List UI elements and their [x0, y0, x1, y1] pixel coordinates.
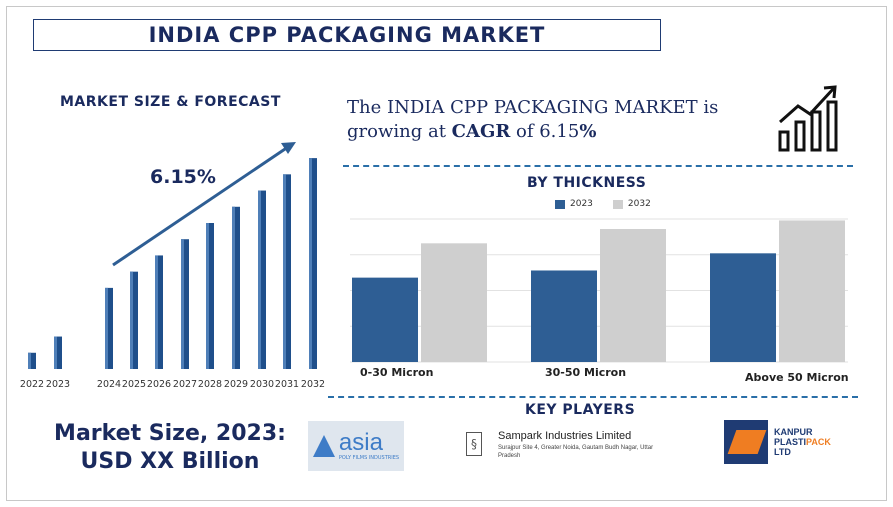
forecast-tick-2030: 2030 — [250, 379, 274, 390]
page-title: INDIA CPP PACKAGING MARKET — [148, 23, 546, 47]
forecast-bar-highlight-2026 — [155, 255, 158, 369]
trend-arrow-head — [281, 142, 296, 154]
legend: 2023 2032 — [555, 199, 671, 209]
kanpur-line2b: PACK — [806, 437, 831, 447]
thickness-bar-2032-1 — [600, 229, 666, 362]
kanpur-line2a: PLASTI — [774, 437, 807, 447]
kanpur-emblem-icon — [724, 420, 768, 464]
forecast-bar-highlight-2030 — [258, 190, 261, 369]
sampark-address: Surajpur Site 4, Greater Noida, Gautam B… — [498, 445, 654, 459]
outer-frame — [6, 6, 887, 501]
forecast-bar-2026 — [155, 255, 163, 369]
title-box: INDIA CPP PACKAGING MARKET — [33, 19, 661, 51]
trend-arrow-line — [112, 145, 289, 267]
forecast-bar-2023 — [54, 336, 62, 369]
forecast-bar-highlight-2028 — [206, 223, 209, 369]
growth-chart-icon — [778, 85, 838, 152]
forecast-bar-highlight-2027 — [181, 239, 184, 369]
kanpur-plastipack-logo: KANPUR PLASTIPACK LTD — [724, 420, 831, 464]
headline-middle: of 6.15 — [510, 121, 580, 142]
thickness-bar-2032-2 — [779, 220, 845, 362]
forecast-tick-2027: 2027 — [173, 379, 197, 390]
forecast-bar-highlight-2024 — [105, 287, 108, 369]
sampark-name: Sampark Industries Limited — [498, 430, 632, 442]
forecast-tick-2032: 2032 — [301, 379, 325, 390]
legend-swatch-2023 — [555, 199, 565, 209]
forecast-tick-2028: 2028 — [198, 379, 222, 390]
forecast-tick-2022: 2022 — [20, 379, 44, 390]
forecast-bar-2031 — [283, 174, 291, 369]
legend-label-2032: 2032 — [627, 199, 651, 209]
forecast-bar-highlight-2022 — [28, 352, 31, 369]
forecast-bar-2024 — [105, 287, 113, 369]
thickness-bar-2023-0 — [352, 277, 418, 362]
legend-swatch-2032 — [612, 199, 623, 209]
asia-logo-sub: POLY FILMS INDUSTRIES — [338, 455, 400, 461]
thickness-bar-2023-1 — [531, 270, 597, 362]
market-size-line1: Market Size, 2023: — [54, 421, 286, 446]
forecast-bar-2022 — [28, 352, 36, 369]
forecast-bar-2027 — [181, 239, 189, 369]
cagr-annotation: 6.15% — [150, 166, 216, 188]
market-size-box: Market Size, 2023: USD XX Billion — [30, 420, 310, 476]
forecast-bar-2025 — [130, 271, 138, 369]
asia-triangle-icon — [312, 435, 335, 457]
forecast-bar-2030 — [258, 190, 266, 369]
sampark-emblem-icon: § — [466, 432, 482, 456]
forecast-tick-2023: 2023 — [46, 379, 70, 390]
forecast-tick-2025: 2025 — [122, 379, 146, 390]
forecast-tick-2029: 2029 — [224, 379, 248, 390]
thickness-bar-2023-2 — [710, 253, 776, 362]
sampark-logo: § Sampark Industries Limited Surajpur Si… — [466, 430, 668, 460]
kanpur-line1: KANPUR — [774, 427, 813, 437]
thickness-tick-1: 30-50 Micron — [545, 366, 626, 379]
legend-item-2023: 2023 — [555, 199, 593, 209]
cagr-headline: The INDIA CPP PACKAGING MARKET is growin… — [347, 96, 747, 144]
forecast-bar-highlight-2029 — [232, 206, 235, 369]
headline-prefix: The INDIA CPP PACKAGING MARKET is growin… — [347, 97, 719, 142]
forecast-bar-2029 — [232, 206, 240, 369]
market-size-line2: USD XX Billion — [80, 449, 260, 474]
thickness-tick-0: 0-30 Micron — [360, 366, 433, 379]
thickness-tick-2: Above 50 Micron — [745, 371, 849, 384]
kanpur-line3: LTD — [774, 447, 791, 457]
thickness-heading: BY THICKNESS — [527, 175, 647, 191]
headline-suffix: % — [579, 121, 597, 142]
forecast-bar-highlight-2031 — [283, 174, 286, 369]
forecast-bar-highlight-2023 — [54, 336, 57, 369]
forecast-tick-2031: 2031 — [275, 379, 299, 390]
forecast-bar-highlight-2025 — [130, 271, 133, 369]
market-size-heading: MARKET SIZE & FORECAST — [60, 94, 281, 110]
legend-item-2032: 2032 — [612, 199, 651, 209]
divider-top — [343, 165, 853, 167]
key-players-heading: KEY PLAYERS — [525, 402, 636, 418]
headline-cagr-word: CAGR — [451, 121, 511, 142]
asia-logo-name: asia — [338, 429, 383, 456]
forecast-bar-highlight-2032 — [309, 158, 312, 369]
asia-poly-films-logo: asia POLY FILMS INDUSTRIES — [308, 421, 404, 471]
divider-bottom — [328, 396, 858, 398]
thickness-bar-2032-0 — [421, 243, 487, 362]
forecast-tick-2026: 2026 — [147, 379, 171, 390]
forecast-bar-2028 — [206, 223, 214, 369]
forecast-tick-2024: 2024 — [97, 379, 121, 390]
legend-label-2023: 2023 — [570, 199, 593, 209]
forecast-bar-2032 — [309, 158, 317, 369]
